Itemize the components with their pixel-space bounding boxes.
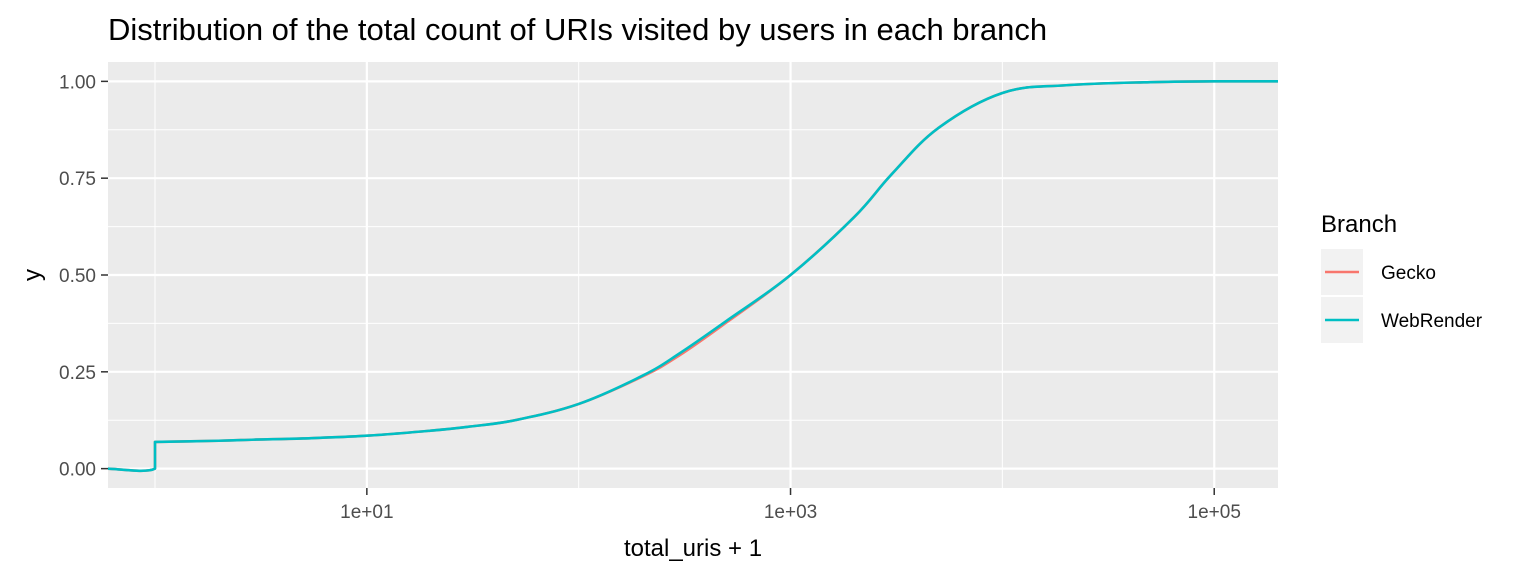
y-tick-label-1: 0.25: [59, 363, 96, 384]
chart-title: Distribution of the total count of URIs …: [108, 12, 1047, 47]
y-tick-label-3: 0.75: [59, 169, 96, 190]
legend-label-webrender: WebRender: [1381, 311, 1483, 332]
x-tick-label-2: 1e+05: [1188, 502, 1241, 523]
legend-label-gecko: Gecko: [1381, 263, 1436, 284]
x-tick-label-0: 1e+01: [340, 502, 393, 523]
legend-items: Gecko WebRender: [1321, 249, 1483, 343]
y-tick-label-0: 0.00: [59, 460, 96, 481]
series-line-webrender: [108, 79, 1278, 473]
grid-major: [108, 62, 1278, 488]
x-tick-label-1: 1e+03: [764, 502, 817, 523]
series-layer: [108, 79, 1278, 473]
y-axis-title: y: [19, 269, 46, 281]
legend: Branch Gecko WebRender: [1321, 211, 1483, 343]
y-tick-label-4: 1.00: [59, 72, 96, 93]
x-axis-title: total_uris + 1: [624, 535, 762, 562]
y-tick-label-2: 0.50: [59, 266, 96, 287]
y-axis: 0.00 0.25 0.50 0.75 1.00: [59, 72, 108, 481]
legend-title: Branch: [1321, 211, 1397, 238]
x-axis: 1e+01 1e+03 1e+05: [340, 488, 1241, 523]
